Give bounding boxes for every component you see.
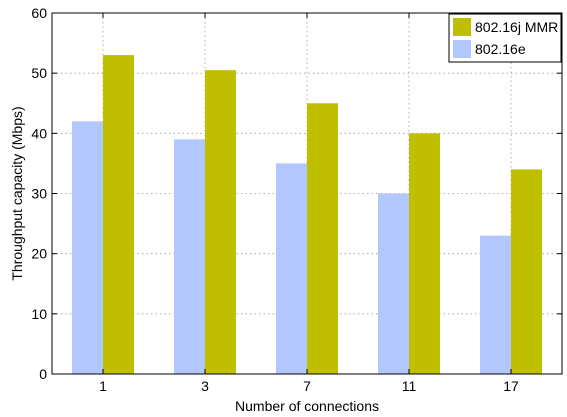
legend: 802.16j MMR 802.16e [448,13,562,63]
x-tick-label: 7 [303,378,311,394]
bar-802-16j-mmr-3 [205,70,236,375]
bar-802-16j-mmr-17 [511,169,542,374]
legend-swatch [453,40,471,58]
bar-802-16e-1 [72,121,103,374]
x-tick-label: 1 [99,378,107,394]
y-tick-label: 30 [31,186,47,202]
y-tick-label: 40 [31,125,47,141]
y-axis-label: Throughput capacity (Mbps) [9,106,25,280]
x-tick-label: 17 [503,378,519,394]
bars [72,55,542,375]
bar-802-16e-17 [480,235,511,374]
bar-802-16e-11 [378,193,409,374]
bar-802-16e-7 [276,163,307,374]
y-tick-label: 20 [31,246,47,262]
legend-label: 802.16j MMR [475,19,558,35]
bar-802-16j-mmr-11 [409,133,440,374]
x-tick-label: 11 [402,378,417,394]
legend-label: 802.16e [475,41,526,57]
y-tick-label: 60 [31,5,47,21]
x-axis-label: Number of connections [235,398,379,414]
bar-802-16e-3 [174,139,205,374]
y-tick-label: 10 [31,306,47,322]
axis-ticks: 0 10 20 30 40 50 60 1 3 7 11 17 [31,5,562,394]
x-tick-label: 3 [201,378,209,394]
legend-swatch [453,18,471,36]
bar-802-16j-mmr-7 [307,103,338,374]
y-tick-label: 50 [31,65,47,81]
bar-802-16j-mmr-1 [103,55,134,374]
y-tick-label: 0 [39,366,47,382]
